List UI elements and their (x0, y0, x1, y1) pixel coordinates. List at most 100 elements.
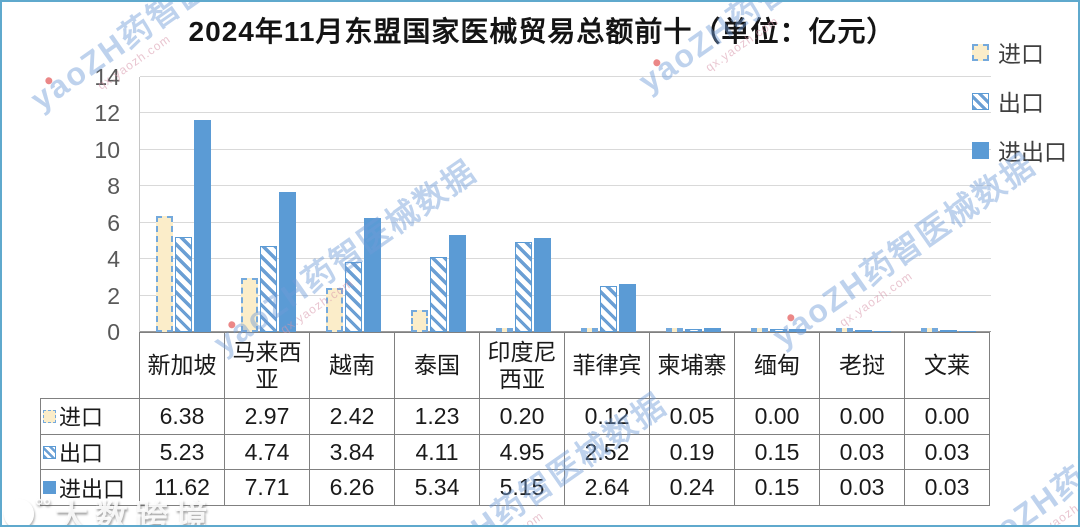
table-cell: 5.34 (394, 470, 479, 506)
bar-total-1 (194, 120, 211, 332)
gridline (140, 258, 991, 260)
watermark-red-dot-icon (651, 57, 662, 68)
table-column-header: 菲律宾 (564, 333, 649, 398)
row-label-total: 进出口 (41, 470, 139, 505)
table-column-header: 文莱 (904, 333, 989, 398)
table-cell: 0.03 (904, 434, 989, 470)
table-cell: 0.15 (734, 470, 819, 506)
table-cell: 0.00 (734, 399, 819, 434)
y-tick-label: 14 (94, 64, 120, 90)
bar-export-6 (600, 286, 617, 332)
table-cell: 5.15 (479, 470, 564, 506)
bar-export-1 (175, 236, 192, 332)
data-table: 进口 6.38 2.97 2.42 1.23 0.20 0.12 0.05 0.00 0.00 0.… (40, 398, 990, 506)
table-cell: 2.52 (564, 434, 649, 470)
bar-import-4 (411, 309, 428, 332)
bar-total-2 (279, 191, 296, 332)
total-swatch-icon (43, 481, 56, 495)
bar-import-1 (156, 215, 173, 332)
total-swatch-icon (972, 141, 989, 159)
table-cell: 5.23 (139, 434, 224, 470)
table-cell: 1.23 (394, 399, 479, 434)
chart-legend: 进口 出口 进出口 (972, 35, 1067, 182)
bar-import-9 (836, 328, 853, 332)
table-cell: 4.74 (224, 434, 309, 470)
bar-import-7 (666, 328, 683, 332)
bar-total-6 (619, 283, 636, 332)
bar-total-3 (364, 218, 381, 332)
bar-import-3 (326, 287, 343, 332)
plot-area (139, 76, 991, 332)
legend-item-export: 出口 (972, 84, 1067, 118)
table-cell: 0.03 (819, 470, 904, 506)
y-tick-label: 10 (94, 136, 120, 163)
bar-import-6 (581, 328, 598, 332)
watermark-red-dot-icon (43, 75, 54, 86)
table-cell: 4.95 (479, 434, 564, 470)
gridline (140, 185, 991, 187)
bar-export-4 (430, 257, 447, 332)
y-tick-label: 0 (107, 319, 120, 345)
bar-export-8 (770, 329, 787, 332)
legend-item-import: 进口 (972, 35, 1067, 69)
bar-total-4 (449, 234, 466, 332)
y-tick-label: 8 (107, 173, 120, 200)
bar-import-8 (751, 328, 768, 332)
legend-label: 进出口 (998, 139, 1067, 165)
bar-import-2 (241, 277, 258, 332)
bar-total-9 (874, 330, 891, 332)
table-column-header: 印度尼西亚 (479, 333, 564, 398)
table-column-header: 新加坡 (147, 352, 217, 379)
import-swatch-icon (972, 43, 989, 61)
table-cell: 0.03 (819, 434, 904, 470)
legend-label: 进口 (998, 41, 1044, 67)
bar-import-10 (921, 328, 938, 332)
export-swatch-icon (43, 445, 56, 459)
row-label-import: 进口 (41, 399, 139, 434)
y-tick-label: 6 (107, 209, 120, 236)
bar-export-2 (260, 245, 277, 332)
bar-total-8 (789, 329, 806, 332)
table-cell: 0.24 (649, 470, 734, 506)
table-row: 进出口 11.62 7.71 6.26 5.34 5.15 2.64 0.24 0.15 0.03… (41, 469, 989, 506)
table-column-header: 柬埔寨 (649, 333, 734, 398)
legend-label: 出口 (998, 90, 1044, 116)
table-column-header: 马来西亚 (224, 333, 309, 398)
table-cell: 6.38 (139, 399, 224, 434)
table-cell: 3.84 (309, 434, 394, 470)
table-cell: 2.97 (224, 399, 309, 434)
dashukuajing-logo-icon (4, 499, 34, 525)
y-tick-label: 12 (94, 100, 120, 127)
table-column-header: 泰国 (394, 333, 479, 398)
table-column-header: 缅甸 (734, 333, 819, 398)
bar-export-7 (685, 328, 702, 332)
bar-total-10 (959, 330, 976, 332)
y-tick-label: 4 (107, 246, 120, 273)
data-table-header: 新加坡 马来西亚 越南 泰国 印度尼西亚 菲律宾 柬埔寨 缅甸 老挝 文莱 (139, 332, 990, 399)
table-cell: 7.71 (224, 470, 309, 506)
table-cell: 2.42 (309, 399, 394, 434)
bar-export-5 (515, 241, 532, 332)
bar-export-9 (855, 330, 872, 332)
table-column-header: 越南 (309, 333, 394, 398)
gridline (140, 294, 991, 296)
gridline (140, 76, 991, 77)
table-cell: 0.00 (904, 399, 989, 434)
bar-export-3 (345, 262, 362, 332)
gridline (140, 221, 991, 223)
bar-total-5 (534, 238, 551, 332)
table-cell: 0.05 (649, 399, 734, 434)
table-column-header: 老挝 (819, 333, 904, 398)
table-cell: 2.64 (564, 470, 649, 506)
table-cell: 0.20 (479, 399, 564, 434)
table-cell: 0.03 (904, 470, 989, 506)
table-cell: 0.19 (649, 434, 734, 470)
bar-export-10 (940, 330, 957, 332)
row-label-export: 出口 (41, 435, 139, 470)
gridline (140, 148, 991, 150)
table-row: 进口 6.38 2.97 2.42 1.23 0.20 0.12 0.05 0.00 0.00 0.… (41, 399, 989, 434)
bar-import-5 (496, 328, 513, 332)
export-swatch-icon (972, 92, 989, 110)
table-row: 出口 5.23 4.74 3.84 4.11 4.95 2.52 0.19 0.15 0.03 0.… (41, 433, 989, 470)
